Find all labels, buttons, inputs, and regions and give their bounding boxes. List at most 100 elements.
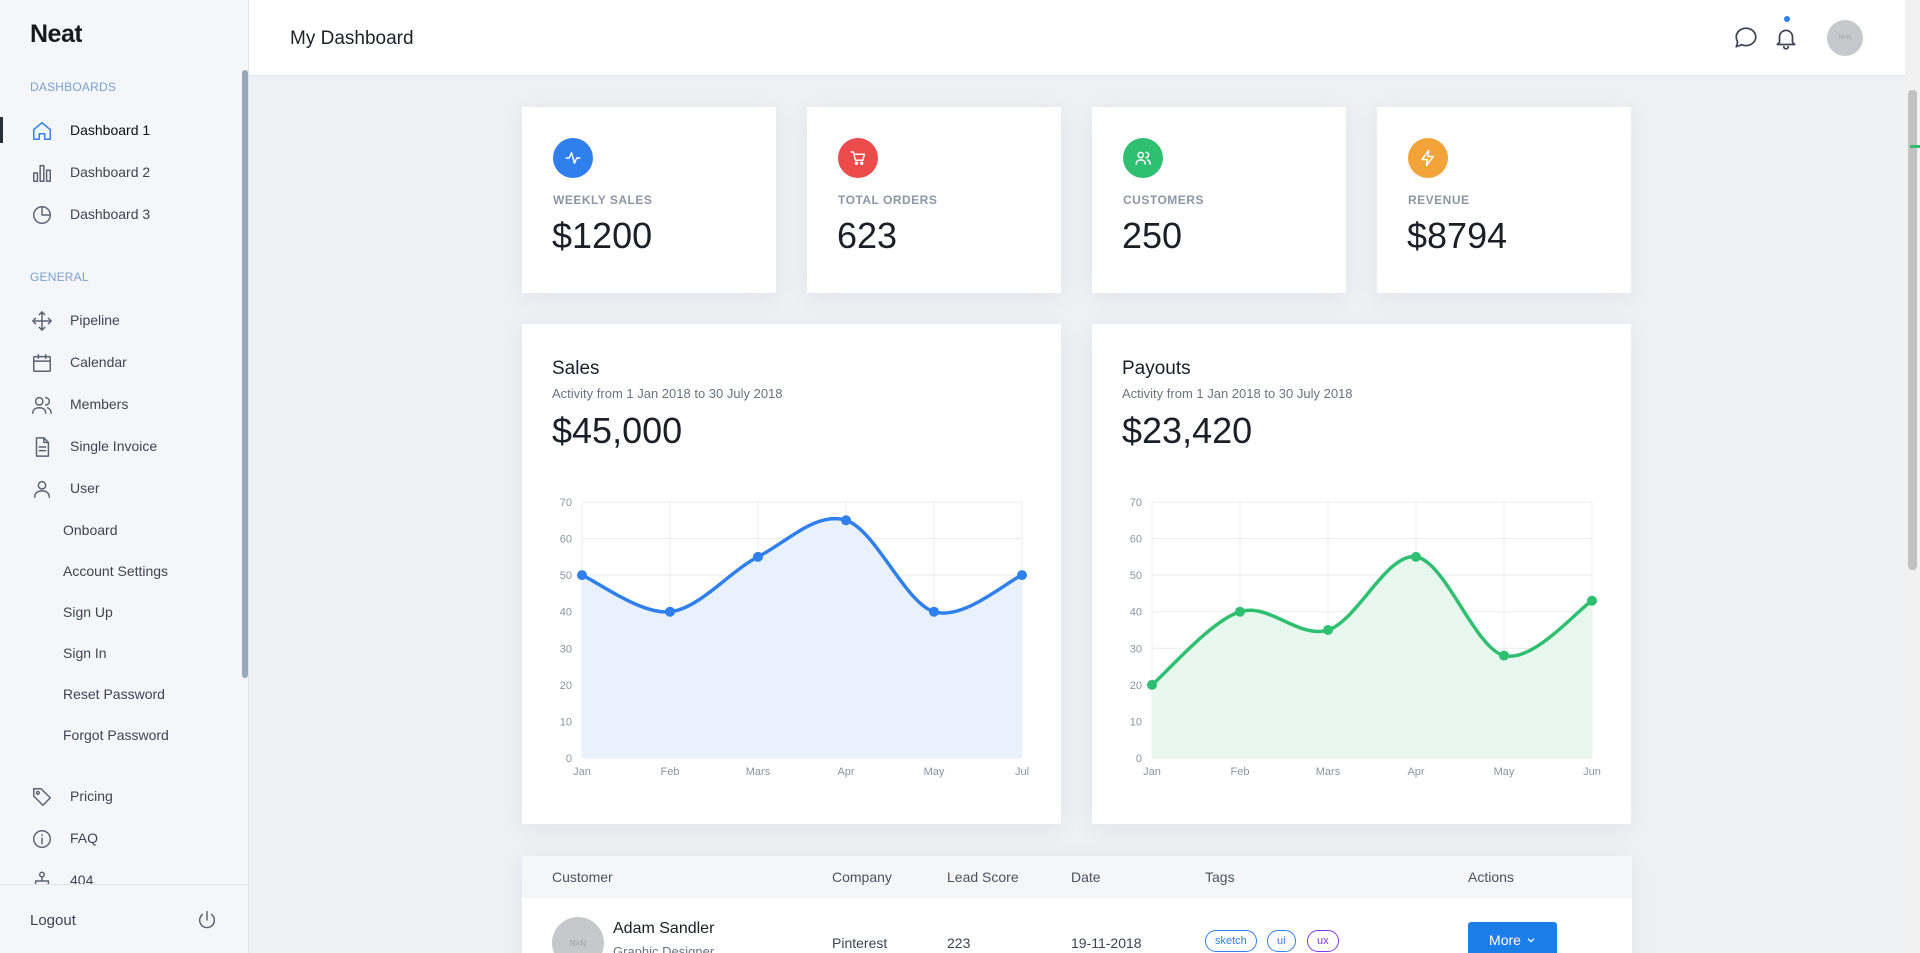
chart-total: $23,420 bbox=[1122, 410, 1253, 451]
sales-chart: 0 10 20 30 40 50 60 70 Jan Feb Mars Apr May Jul bbox=[560, 497, 1029, 778]
column-header-company: Company bbox=[832, 869, 892, 885]
scroll-indicator bbox=[1910, 145, 1920, 148]
sidebar-subitem-onboard[interactable]: Onboard bbox=[63, 522, 118, 538]
data-point bbox=[1499, 650, 1509, 661]
calendar-icon bbox=[31, 352, 53, 374]
sitemap-icon bbox=[31, 870, 53, 884]
sidebar-item-label: Pricing bbox=[70, 788, 113, 804]
company-cell: Pinterest bbox=[832, 935, 888, 951]
x-tick-label: Apr bbox=[837, 766, 854, 778]
sidebar-item-label: FAQ bbox=[70, 830, 99, 846]
sidebar-item-dashboard-1[interactable]: Dashboard 1 bbox=[0, 113, 245, 147]
sidebar-scrollbar[interactable] bbox=[242, 70, 248, 678]
avatar[interactable]: N×N bbox=[1827, 20, 1863, 56]
data-point bbox=[1587, 595, 1597, 606]
column-header-lead-score: Lead Score bbox=[947, 869, 1019, 885]
y-tick-label: 0 bbox=[1136, 753, 1142, 765]
data-point bbox=[1323, 625, 1333, 635]
x-tick-label: Feb bbox=[1231, 766, 1250, 778]
users-icon bbox=[31, 394, 53, 416]
y-tick-label: 0 bbox=[566, 753, 572, 765]
stat-value: $8794 bbox=[1407, 215, 1508, 256]
stat-value: 250 bbox=[1122, 215, 1183, 256]
series-line bbox=[580, 516, 1024, 615]
x-tick-label: Feb bbox=[661, 766, 680, 778]
sidebar-subitem-account-settings[interactable]: Account Settings bbox=[63, 563, 169, 579]
x-tick-label: Jan bbox=[1143, 766, 1161, 778]
cart-icon bbox=[838, 138, 878, 178]
logout-link[interactable]: Logout bbox=[30, 912, 76, 929]
customer-avatar: N×N bbox=[552, 917, 604, 953]
series-area bbox=[582, 518, 1022, 758]
sidebar-nav: Neat Dashboards Dashboard 1 Dashboard 2 … bbox=[0, 0, 248, 884]
sidebar-item-404[interactable]: 404 bbox=[0, 863, 245, 884]
tag-ux[interactable]: ux bbox=[1307, 930, 1339, 952]
y-tick-label: 60 bbox=[1130, 534, 1142, 546]
sidebar-item-pricing[interactable]: Pricing bbox=[0, 779, 245, 813]
bell-icon[interactable] bbox=[1773, 25, 1799, 51]
data-point bbox=[665, 606, 675, 617]
sidebar-item-calendar[interactable]: Calendar bbox=[0, 345, 245, 379]
activity-icon bbox=[553, 138, 593, 178]
chart-subtitle: Activity from 1 Jan 2018 to 30 July 2018 bbox=[552, 386, 783, 401]
sidebar-item-label: Members bbox=[70, 396, 129, 412]
x-tick-label: Jan bbox=[573, 766, 591, 778]
y-tick-label: 20 bbox=[1130, 680, 1142, 692]
bar-chart-icon bbox=[31, 162, 53, 184]
customers-table: Customer Company Lead Score Date Tags Ac… bbox=[522, 856, 1632, 953]
sidebar-subitem-forgot-password[interactable]: Forgot Password bbox=[63, 727, 169, 743]
data-point bbox=[929, 606, 939, 617]
sidebar-item-label: User bbox=[70, 480, 100, 496]
sidebar-subitem-sign-up[interactable]: Sign Up bbox=[63, 604, 113, 620]
table-header: Customer Company Lead Score Date Tags Ac… bbox=[522, 856, 1632, 898]
x-tick-label: May bbox=[1494, 766, 1515, 778]
sidebar-item-single-invoice[interactable]: Single Invoice bbox=[0, 429, 245, 463]
power-icon[interactable] bbox=[196, 909, 218, 931]
section-label-general: General bbox=[30, 270, 89, 284]
chevron-down-icon bbox=[1526, 932, 1536, 948]
sidebar-subitem-reset-password[interactable]: Reset Password bbox=[63, 686, 165, 702]
sidebar-item-label: Dashboard 3 bbox=[70, 206, 151, 222]
stat-card-customers: CUSTOMERS 250 bbox=[1092, 107, 1346, 293]
x-tick-label: Mars bbox=[746, 766, 771, 778]
sidebar-item-label: Single Invoice bbox=[70, 438, 158, 454]
scrollbar-thumb[interactable] bbox=[1908, 90, 1917, 570]
tag-ui[interactable]: ui bbox=[1267, 930, 1296, 952]
info-icon bbox=[31, 828, 53, 850]
stat-value: $1200 bbox=[552, 215, 653, 256]
sidebar-item-label: Pipeline bbox=[70, 312, 120, 328]
sidebar-subitem-sign-in[interactable]: Sign In bbox=[63, 645, 107, 661]
stat-label: WEEKLY SALES bbox=[553, 193, 653, 207]
top-header: My Dashboard N×N bbox=[249, 0, 1905, 76]
y-tick-label: 40 bbox=[560, 607, 572, 619]
column-header-date: Date bbox=[1071, 869, 1101, 885]
sidebar: Neat Dashboards Dashboard 1 Dashboard 2 … bbox=[0, 0, 249, 953]
pie-chart-icon bbox=[31, 204, 53, 226]
y-tick-label: 50 bbox=[1130, 570, 1142, 582]
tag-sketch[interactable]: sketch bbox=[1205, 930, 1257, 952]
chart-title: Sales bbox=[552, 358, 600, 379]
sidebar-item-user[interactable]: User bbox=[0, 471, 245, 505]
app-logo[interactable]: Neat bbox=[30, 20, 82, 48]
sales-chart-card: Sales Activity from 1 Jan 2018 to 30 Jul… bbox=[522, 324, 1061, 824]
page-scrollbar[interactable] bbox=[1905, 0, 1920, 953]
date-cell: 19-11-2018 bbox=[1071, 935, 1142, 951]
sidebar-item-faq[interactable]: FAQ bbox=[0, 821, 245, 855]
customer-name: Adam Sandler bbox=[613, 920, 715, 937]
chat-icon[interactable] bbox=[1733, 25, 1759, 51]
lead-score-cell: 223 bbox=[947, 935, 971, 951]
stat-label: TOTAL ORDERS bbox=[838, 193, 938, 207]
sidebar-item-dashboard-3[interactable]: Dashboard 3 bbox=[0, 197, 245, 231]
sidebar-item-label: Calendar bbox=[70, 354, 127, 370]
y-tick-label: 60 bbox=[560, 534, 572, 546]
payouts-chart-card: Payouts Activity from 1 Jan 2018 to 30 J… bbox=[1092, 324, 1631, 824]
data-point bbox=[1017, 570, 1027, 581]
page-title: My Dashboard bbox=[290, 28, 414, 49]
sidebar-item-dashboard-2[interactable]: Dashboard 2 bbox=[0, 155, 245, 189]
sidebar-item-pipeline[interactable]: Pipeline bbox=[0, 303, 245, 337]
more-button[interactable]: More bbox=[1468, 922, 1557, 953]
section-label-dashboards: Dashboards bbox=[30, 80, 117, 94]
sidebar-item-members[interactable]: Members bbox=[0, 387, 245, 421]
stat-value: 623 bbox=[837, 215, 898, 256]
y-tick-label: 50 bbox=[560, 570, 572, 582]
